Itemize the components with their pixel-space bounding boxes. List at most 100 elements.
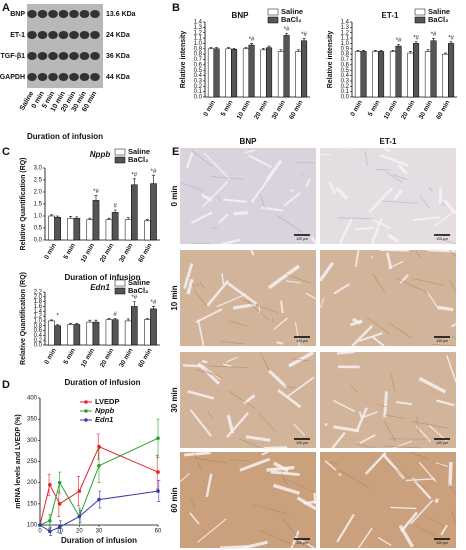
blot-size-label: 13.6 KDa xyxy=(106,11,136,18)
blot-band xyxy=(48,73,58,81)
tissue-fiber xyxy=(283,385,296,389)
y-axis-title: mRNA levels and LVEDP (%) xyxy=(15,414,22,508)
tissue-fiber xyxy=(195,368,213,376)
bar xyxy=(442,53,449,98)
tissue-gap xyxy=(426,290,440,311)
tissue-fiber xyxy=(382,200,419,204)
bar xyxy=(124,320,132,346)
chart-title: BNP xyxy=(232,11,250,20)
y-tick-label: 0.3 xyxy=(194,79,203,85)
tissue-fiber xyxy=(372,273,386,293)
error-bar xyxy=(75,216,79,219)
significance-mark: * xyxy=(56,314,59,320)
tissue-fiber xyxy=(366,317,390,335)
error-bar xyxy=(215,47,219,49)
x-tick-label: 30 xyxy=(96,529,103,535)
tissue-gap xyxy=(331,431,346,449)
tissue-gap xyxy=(195,308,223,324)
error-bar xyxy=(88,217,92,220)
blot-band xyxy=(58,73,69,81)
tissue-gap xyxy=(187,390,215,400)
error-bar xyxy=(391,50,395,52)
data-point xyxy=(77,489,82,493)
blot-band xyxy=(37,10,48,18)
tissue-gap xyxy=(357,527,373,549)
row-label: 60 min xyxy=(170,487,179,512)
tissue-gap xyxy=(216,293,247,308)
x-tick-label: 0 min xyxy=(202,99,217,117)
y-tick-label: 1.5 xyxy=(34,202,43,208)
tissue-gap xyxy=(277,388,302,409)
tissue-gap xyxy=(226,414,235,434)
blot-band xyxy=(69,31,79,39)
blot-band xyxy=(48,52,58,60)
tissue-fiber xyxy=(337,217,372,219)
tissue-gap xyxy=(334,186,349,200)
y-tick-label: 350 xyxy=(27,417,38,423)
x-tick-label: 10 xyxy=(56,529,63,535)
tissue-gap xyxy=(202,181,229,208)
tissue-fiber xyxy=(419,195,430,209)
tissue-gap xyxy=(386,233,400,243)
tissue-fiber xyxy=(356,443,375,449)
error-bar xyxy=(145,318,149,320)
tissue-gap xyxy=(270,470,300,477)
bar xyxy=(248,44,255,98)
tissue-gap xyxy=(294,322,301,347)
y-tick-label: 1.1 xyxy=(194,36,203,42)
tissue-gap xyxy=(285,280,301,284)
error-bar xyxy=(362,50,366,52)
tissue-fiber xyxy=(272,317,274,323)
y-tick-label: 0.1 xyxy=(194,89,203,95)
tissue-fiber xyxy=(384,421,396,442)
panel-label: C xyxy=(2,146,10,158)
y-tick-label: 0.0 xyxy=(341,95,350,101)
error-bar xyxy=(75,323,79,325)
blot-band xyxy=(90,10,100,18)
bar xyxy=(150,183,157,241)
blot-band xyxy=(79,31,90,39)
tissue-gap xyxy=(313,492,318,505)
tissue-fiber xyxy=(220,340,245,345)
tissue-fiber xyxy=(275,214,303,233)
error-bar xyxy=(107,317,111,320)
tissue-fiber xyxy=(259,192,266,210)
x-tick-label: 5 min xyxy=(367,99,382,117)
tissue-gap xyxy=(222,363,232,368)
bar xyxy=(283,35,290,98)
error-bar xyxy=(232,47,236,50)
tissue-fiber xyxy=(280,472,288,485)
tissue-gap xyxy=(328,181,337,195)
tissue-gap xyxy=(351,317,362,325)
tissue-gap xyxy=(245,435,271,442)
bar xyxy=(430,40,437,98)
bar xyxy=(67,324,75,346)
tissue-image xyxy=(320,250,456,346)
tissue-fiber xyxy=(191,283,196,288)
x-tick-label: 10 min xyxy=(383,99,399,120)
y-tick-label: 100 xyxy=(27,523,38,529)
tissue-gap xyxy=(189,512,200,525)
tissue-gap xyxy=(368,187,393,214)
legend-label: Saline xyxy=(128,278,150,287)
tissue-gap xyxy=(324,460,337,471)
tissue-gap xyxy=(434,498,439,504)
tissue-gap xyxy=(273,483,301,495)
tissue-gap xyxy=(362,411,378,419)
x-tick-label: 20 min xyxy=(253,99,269,120)
y-tick-label: 0.1 xyxy=(341,89,350,95)
bar xyxy=(105,319,113,346)
blot-row-label: BNP xyxy=(10,11,25,18)
blot-band xyxy=(90,31,100,39)
chart-title: Edn1 xyxy=(90,283,110,292)
legend-marker xyxy=(84,409,88,413)
error-bar xyxy=(126,318,130,321)
y-tick-label: 1.1 xyxy=(341,36,350,42)
x-axis-title: Duration of infusion xyxy=(65,378,141,387)
bar xyxy=(48,215,55,241)
error-bar xyxy=(94,319,98,323)
tissue-fiber xyxy=(428,187,433,193)
y-tick-label: 0.2 xyxy=(194,84,203,90)
significance-mark: *# xyxy=(93,189,99,195)
data-point xyxy=(48,529,52,534)
